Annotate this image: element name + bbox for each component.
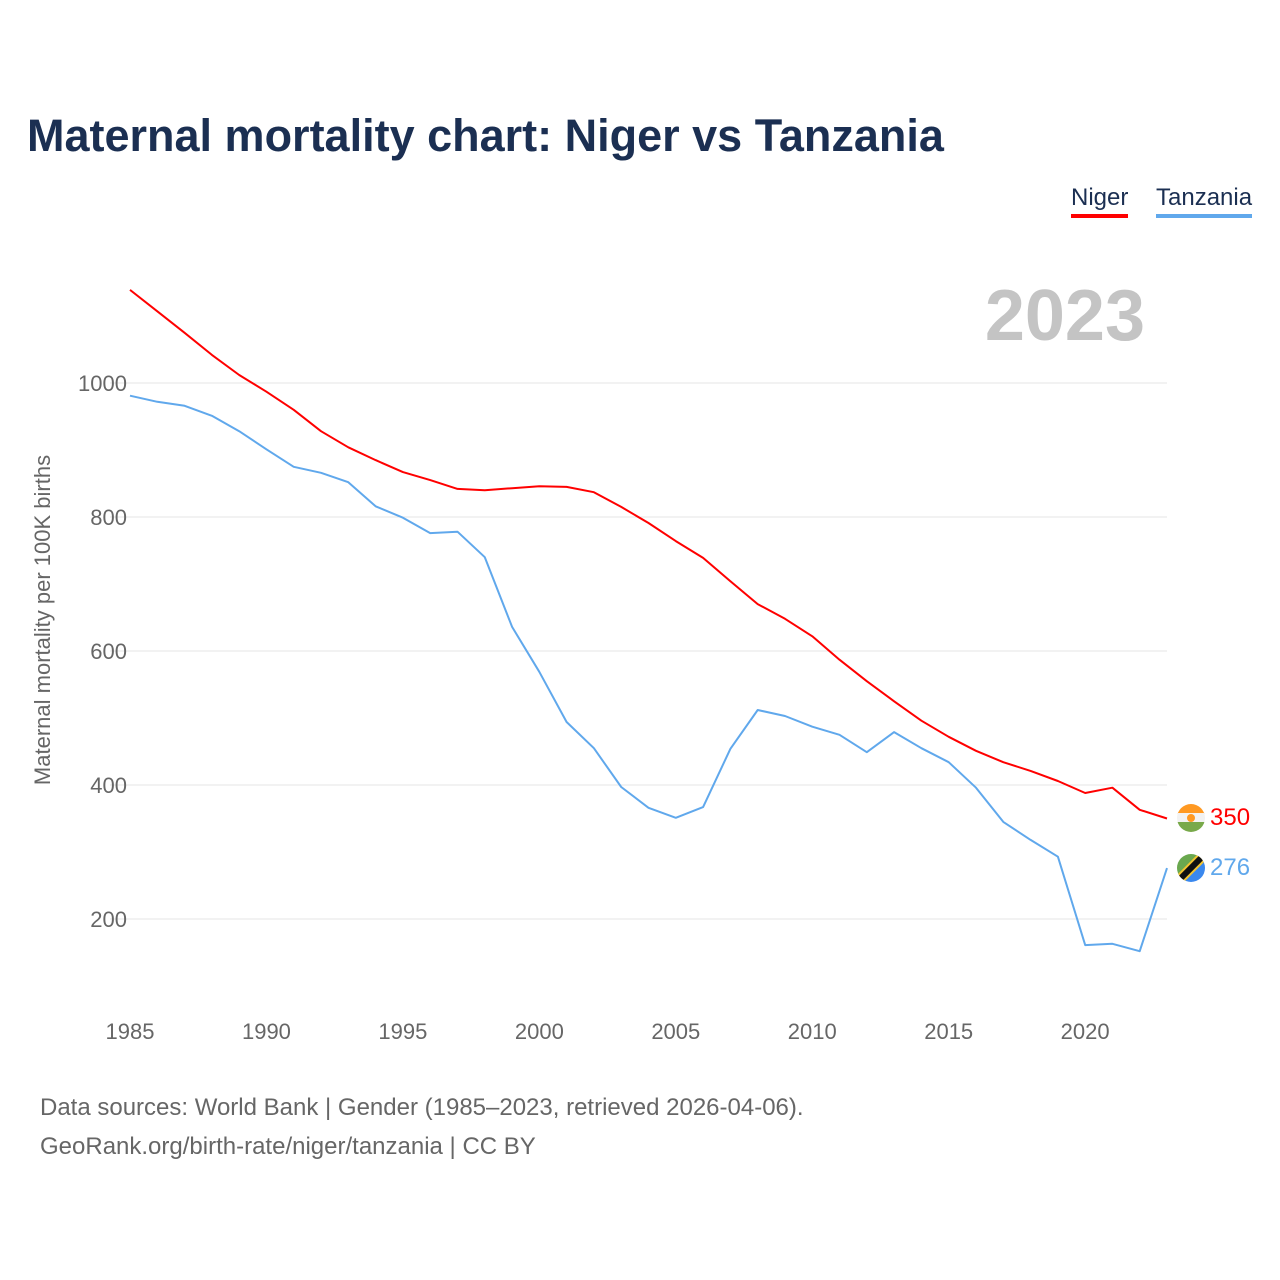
- x-tick-label: 1985: [106, 1019, 155, 1044]
- source-link[interactable]: GeoRank.org/birth-rate/niger/tanzania | …: [40, 1133, 536, 1160]
- x-tick-label: 2010: [788, 1019, 837, 1044]
- series-line-niger: [129, 289, 1168, 820]
- x-tick-label: 2005: [651, 1019, 700, 1044]
- data-source-text: Data sources: World Bank | Gender (1985–…: [40, 1094, 804, 1121]
- y-tick-label: 200: [90, 907, 127, 932]
- legend-tanzania[interactable]: Tanzania: [1156, 184, 1253, 218]
- y-axis-label: Maternal mortality per 100K births: [30, 455, 55, 785]
- year-label: 2023: [985, 276, 1145, 356]
- y-tick-label: 1000: [78, 371, 127, 396]
- y-tick-label: 800: [90, 505, 127, 530]
- footer: Data sources: World Bank | Gender (1985–…: [40, 1088, 804, 1166]
- x-tick-label: 1995: [378, 1019, 427, 1044]
- x-tick-label: 2015: [924, 1019, 973, 1044]
- x-tick-label: 2000: [515, 1019, 564, 1044]
- tanzania-end-label: 276: [1210, 854, 1250, 881]
- chart-title: Maternal mortality chart: Niger vs Tanza…: [27, 110, 944, 161]
- y-tick-label: 600: [90, 639, 127, 664]
- niger-end-label: 350: [1210, 804, 1250, 831]
- x-tick-label: 1990: [242, 1019, 291, 1044]
- niger-flag-icon: [1177, 804, 1205, 832]
- tanzania-flag-icon: [1177, 854, 1205, 882]
- y-tick-label: 400: [90, 773, 127, 798]
- legend-niger[interactable]: Niger: [1071, 184, 1129, 218]
- series-line-tanzania: [129, 394, 1168, 953]
- x-tick-label: 2020: [1061, 1019, 1110, 1044]
